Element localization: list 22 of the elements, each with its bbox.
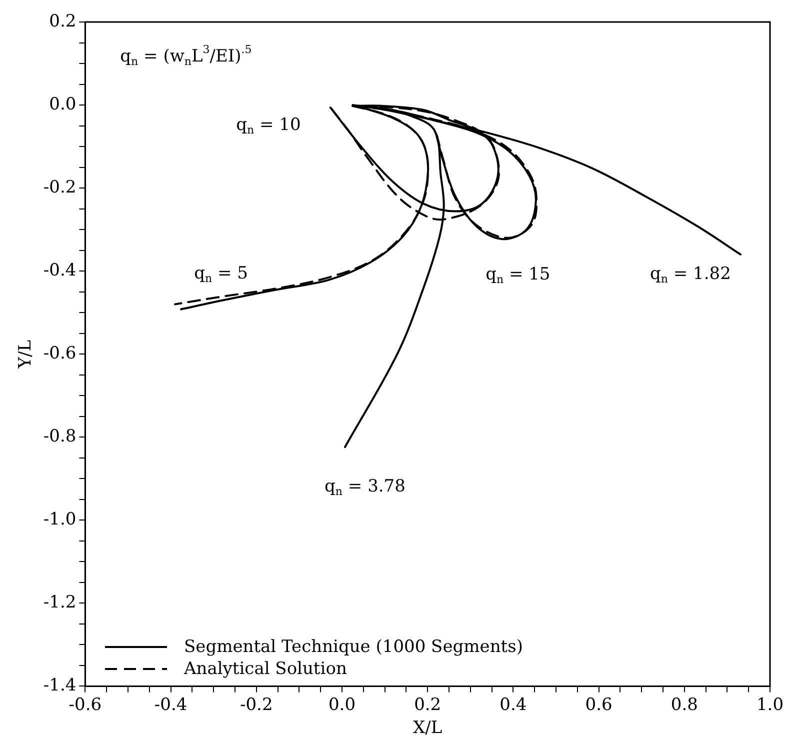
legend-label: Segmental Technique (1000 Segments) xyxy=(184,636,523,658)
x-tick-label: 1.0 xyxy=(756,694,784,715)
x-tick-label: 0.4 xyxy=(500,694,527,715)
y-tick-label: -0.8 xyxy=(43,426,76,447)
x-tick-label: -0.4 xyxy=(154,694,188,715)
y-tick-label: -0.2 xyxy=(43,177,76,198)
x-tick-label: -0.6 xyxy=(68,694,102,715)
y-tick-label: -1.0 xyxy=(43,510,76,530)
y-tick-label: -0.6 xyxy=(43,344,76,364)
y-tick-label: -0.4 xyxy=(43,260,76,280)
y-tick-label: -1.2 xyxy=(43,592,76,613)
x-tick-label: 0.0 xyxy=(328,694,356,715)
legend-label: Analytical Solution xyxy=(184,658,347,680)
y-tick-label: 0.0 xyxy=(49,94,76,114)
x-tick-label: 0.6 xyxy=(585,694,612,715)
y-tick-label: 0.2 xyxy=(49,11,76,32)
y-tick-label: -1.4 xyxy=(43,676,76,696)
x-axis-title: X/L xyxy=(413,718,442,738)
y-axis-title: Y/L xyxy=(16,340,36,370)
x-tick-label: 0.8 xyxy=(670,694,698,715)
x-tick-label: 0.2 xyxy=(414,694,442,715)
x-tick-label: -0.2 xyxy=(240,694,273,715)
